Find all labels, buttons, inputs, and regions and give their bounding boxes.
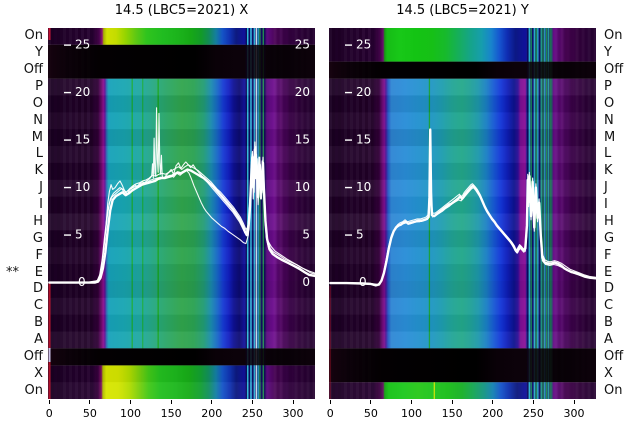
row-label-right-14: E xyxy=(604,264,613,280)
x-tick-label: 300 xyxy=(282,407,304,420)
row-label-left-4: O xyxy=(32,95,43,111)
row-label-right-21: On xyxy=(604,382,623,398)
row-label-right-2: Off xyxy=(604,62,624,78)
x-tick-label: 200 xyxy=(201,407,223,420)
x-tick xyxy=(48,400,50,404)
x-tick xyxy=(411,400,413,404)
row-label-right-9: J xyxy=(604,180,608,196)
row-label-right-5: N xyxy=(604,112,614,128)
row-label-right-1: Y xyxy=(604,45,612,61)
row-label-left-6: M xyxy=(31,129,43,145)
heatmap-panel-y xyxy=(329,28,596,399)
x-tick xyxy=(251,400,253,404)
row-label-left-0: On xyxy=(24,28,43,44)
row-label-right-7: L xyxy=(604,146,612,162)
row-label-right-3: P xyxy=(604,79,612,95)
row-label-left-19: Off xyxy=(23,348,43,364)
row-label-right-19: Off xyxy=(604,348,624,364)
row-label-right-16: C xyxy=(604,298,614,314)
row-label-left-17: B xyxy=(34,315,43,331)
x-tick-label: 150 xyxy=(441,407,463,420)
row-label-left-15: D xyxy=(32,281,43,297)
x-tick-label: 250 xyxy=(522,407,544,420)
row-label-left-3: P xyxy=(35,79,43,95)
heatmap-panel-x xyxy=(48,28,315,399)
row-label-left-1: Y xyxy=(35,45,43,61)
row-label-right-12: G xyxy=(604,230,615,246)
x-tick xyxy=(451,400,453,404)
x-tick-label: 150 xyxy=(160,407,182,420)
x-tick xyxy=(170,400,172,404)
row-label-right-17: B xyxy=(604,315,613,331)
row-label-left-21: On xyxy=(24,382,43,398)
x-tick xyxy=(329,400,331,404)
row-labels-left: On Y Off P O N M L K J I H G F E D C B A Off X On xyxy=(0,0,45,440)
row-label-left-9: J xyxy=(39,180,43,196)
row-label-right-20: X xyxy=(604,365,613,381)
x-tick xyxy=(89,400,91,404)
row-label-right-10: I xyxy=(604,197,608,213)
row-label-right-18: A xyxy=(604,331,613,347)
x-tick xyxy=(292,400,294,404)
x-tick xyxy=(130,400,132,404)
row-label-left-18: A xyxy=(34,331,43,347)
row-label-left-5: N xyxy=(33,112,43,128)
row-labels-right: On Y Off P O N M L K J I H G F E D C B A Off X On xyxy=(601,0,640,440)
row-label-left-7: L xyxy=(35,146,43,162)
row-label-right-6: M xyxy=(604,129,616,145)
e-row-marker: ** xyxy=(6,264,19,280)
x-tick-label: 300 xyxy=(563,407,585,420)
x-tick-label: 0 xyxy=(45,407,53,420)
x-tick-label: 50 xyxy=(363,407,378,420)
x-tick-label: 100 xyxy=(401,407,423,420)
panel-y-title: 14.5 (LBC5=2021) Y xyxy=(396,3,529,18)
x-axis-panel-y: 0 50 100 150 200 250 300 xyxy=(327,400,596,426)
x-tick xyxy=(211,400,213,404)
x-tick-label: 0 xyxy=(326,407,334,420)
row-label-left-12: G xyxy=(32,230,43,246)
row-label-left-11: H xyxy=(33,213,43,229)
row-label-right-4: O xyxy=(604,95,615,111)
row-label-left-13: F xyxy=(35,247,43,263)
row-label-left-20: X xyxy=(34,365,43,381)
row-label-right-8: K xyxy=(604,163,613,179)
x-axis-panel-x: 0 50 100 150 200 250 300 xyxy=(46,400,315,426)
x-tick-label: 100 xyxy=(120,407,142,420)
row-label-right-0: On xyxy=(604,28,623,44)
x-tick-label: 250 xyxy=(241,407,263,420)
row-label-left-14: E xyxy=(34,264,43,280)
x-tick-label: 50 xyxy=(82,407,97,420)
row-label-left-10: I xyxy=(39,197,43,213)
x-tick-label: 200 xyxy=(482,407,504,420)
row-label-left-2: Off xyxy=(23,62,43,78)
row-label-left-16: C xyxy=(33,298,43,314)
row-label-left-8: K xyxy=(34,163,43,179)
row-label-right-13: F xyxy=(604,247,612,263)
x-tick xyxy=(492,400,494,404)
x-tick xyxy=(532,400,534,404)
x-tick xyxy=(370,400,372,404)
row-label-right-15: D xyxy=(604,281,615,297)
row-label-right-11: H xyxy=(604,213,614,229)
x-tick xyxy=(573,400,575,404)
panel-x-title: 14.5 (LBC5=2021) X xyxy=(114,3,249,18)
